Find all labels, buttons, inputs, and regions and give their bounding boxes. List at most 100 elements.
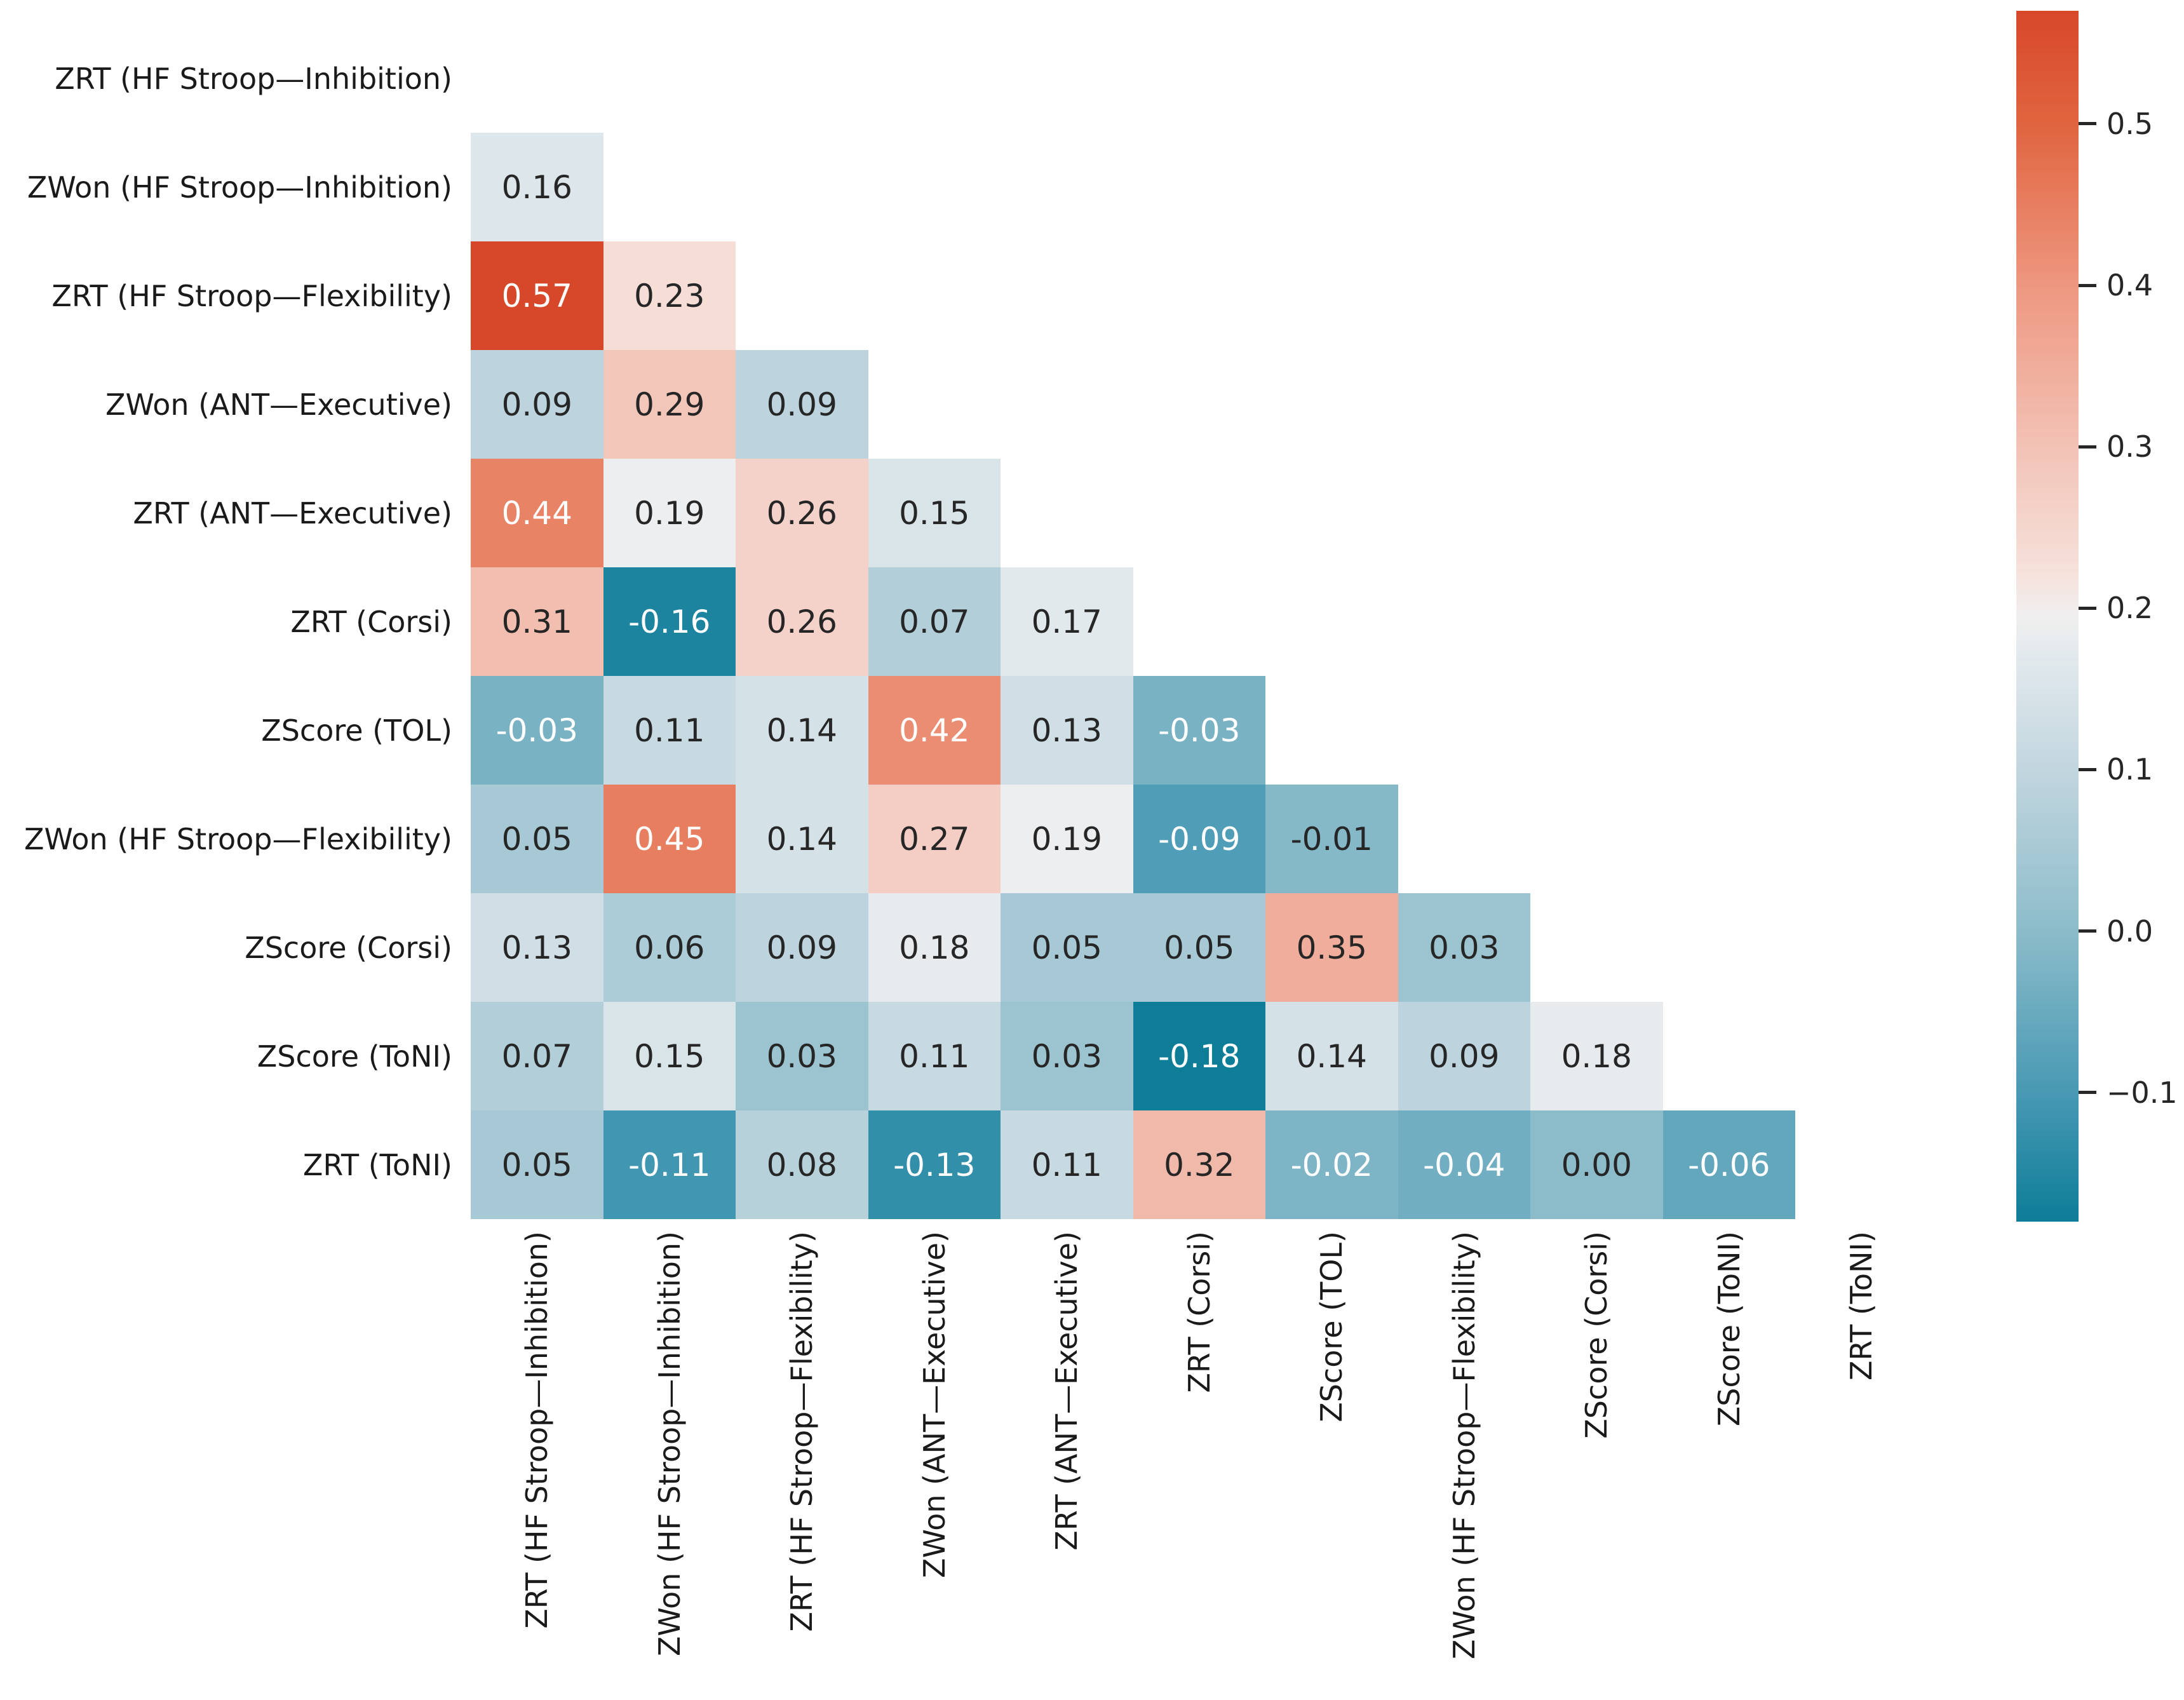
heatmap-cell: 0.00 (1530, 1110, 1663, 1219)
col-label: ZRT (HF Stroop—Flexibility) (785, 1231, 819, 1632)
heatmap-cell-value: 0.15 (899, 494, 970, 532)
heatmap-cell: 0.09 (736, 893, 868, 1002)
colorbar-tick (2079, 929, 2096, 933)
col-label: ZWon (ANT—Executive) (917, 1231, 952, 1579)
heatmap-cell-value: 0.08 (766, 1146, 837, 1184)
heatmap-cell: 0.09 (736, 350, 868, 459)
heatmap-cell-value: 0.03 (766, 1037, 837, 1075)
heatmap-cell-value: 0.09 (766, 386, 837, 423)
col-label: ZScore (Corsi) (1579, 1231, 1614, 1439)
heatmap-cell: 0.13 (471, 893, 603, 1002)
heatmap-cell-value: 0.05 (501, 1146, 572, 1184)
heatmap-cell: 0.14 (736, 676, 868, 785)
heatmap-cell: 0.05 (1133, 893, 1265, 1002)
heatmap-cell-value: 0.03 (1429, 929, 1500, 966)
heatmap-cell: -0.02 (1265, 1110, 1398, 1219)
col-label: ZScore (TOL) (1314, 1231, 1349, 1422)
heatmap-cell-value: 0.27 (899, 820, 970, 858)
heatmap-cell-value: 0.05 (1031, 929, 1102, 966)
heatmap-cell: 0.11 (1001, 1110, 1133, 1219)
heatmap-cell-value: 0.26 (766, 603, 837, 640)
heatmap-cell-value: 0.05 (501, 820, 572, 858)
heatmap-cell-value: 0.11 (899, 1037, 970, 1075)
heatmap-cell-value: -0.03 (1158, 712, 1241, 749)
row-label: ZRT (Corsi) (290, 604, 452, 639)
heatmap-cell-value: 0.09 (1429, 1037, 1500, 1075)
heatmap-cell-value: 0.26 (766, 494, 837, 532)
heatmap-cell-value: 0.29 (634, 386, 705, 423)
heatmap-cell-value: 0.11 (634, 712, 705, 749)
heatmap-cell: 0.45 (603, 785, 736, 893)
heatmap-cell: 0.14 (736, 785, 868, 893)
heatmap-cell: 0.32 (1133, 1110, 1265, 1219)
colorbar-tick-label: 0.3 (2106, 429, 2154, 464)
heatmap-cell-value: 0.14 (766, 820, 837, 858)
heatmap-cell-value: 0.18 (899, 929, 970, 966)
heatmap-cell-value: 0.19 (634, 494, 705, 532)
heatmap-cell-value: -0.13 (893, 1146, 976, 1184)
heatmap-cell-value: -0.02 (1290, 1146, 1373, 1184)
colorbar-tick (2079, 283, 2096, 287)
col-label: ZRT (ANT—Executive) (1049, 1231, 1084, 1551)
row-label: ZWon (HF Stroop—Inhibition) (27, 170, 452, 205)
heatmap-cell: 0.05 (471, 785, 603, 893)
heatmap-cell: 0.29 (603, 350, 736, 459)
heatmap-cell-value: -0.03 (495, 712, 578, 749)
col-label: ZScore (ToNI) (1711, 1231, 1746, 1427)
heatmap-cell: 0.14 (1265, 1002, 1398, 1110)
col-label: ZWon (HF Stroop—Inhibition) (652, 1231, 687, 1657)
heatmap-cell: 0.19 (1001, 785, 1133, 893)
heatmap-cell: 0.16 (471, 133, 603, 241)
heatmap-cell: 0.05 (471, 1110, 603, 1219)
heatmap-cell-value: 0.11 (1031, 1146, 1102, 1184)
heatmap-cell: 0.03 (1001, 1002, 1133, 1110)
row-label: ZScore (ToNI) (257, 1039, 452, 1074)
heatmap-cell: -0.18 (1133, 1002, 1265, 1110)
heatmap-cell-value: 0.14 (1296, 1037, 1367, 1075)
heatmap-cell-value: 0.15 (634, 1037, 705, 1075)
heatmap-cell: -0.03 (1133, 676, 1265, 785)
row-label: ZWon (HF Stroop—Flexibility) (24, 821, 452, 856)
heatmap-cell: 0.15 (603, 1002, 736, 1110)
heatmap-cell: 0.08 (736, 1110, 868, 1219)
heatmap-cell: -0.04 (1398, 1110, 1530, 1219)
heatmap-cell: 0.11 (603, 676, 736, 785)
heatmap-cell: 0.42 (868, 676, 1001, 785)
heatmap-cell-value: -0.11 (628, 1146, 711, 1184)
heatmap-cell: 0.13 (1001, 676, 1133, 785)
heatmap-cell: 0.35 (1265, 893, 1398, 1002)
heatmap-cell: -0.06 (1662, 1110, 1795, 1219)
row-label: ZScore (Corsi) (245, 930, 452, 965)
colorbar-tick-label: 0.2 (2106, 591, 2154, 626)
heatmap-cell-value: -0.06 (1688, 1146, 1770, 1184)
heatmap-cell: 0.57 (471, 241, 603, 350)
heatmap-cell-value: 0.19 (1031, 820, 1102, 858)
heatmap-cell: 0.26 (736, 459, 868, 567)
heatmap-cell-value: 0.06 (634, 929, 705, 966)
heatmap-cell-value: 0.35 (1296, 929, 1367, 966)
colorbar-tick-label: 0.5 (2106, 106, 2154, 141)
heatmap-cell-value: 0.14 (766, 712, 837, 749)
heatmap-cell: -0.01 (1265, 785, 1398, 893)
heatmap-cell-value: 0.31 (501, 603, 572, 640)
colorbar-tick (2079, 1091, 2096, 1095)
row-label: ZRT (HF Stroop—Inhibition) (55, 61, 452, 96)
heatmap-cell: 0.11 (868, 1002, 1001, 1110)
heatmap-cell: 0.06 (603, 893, 736, 1002)
row-label: ZScore (TOL) (261, 713, 452, 748)
row-label: ZRT (ToNI) (302, 1147, 452, 1182)
heatmap-cell-value: 0.07 (899, 603, 970, 640)
row-label: ZRT (ANT—Executive) (133, 496, 452, 530)
col-label: ZRT (Corsi) (1182, 1231, 1217, 1393)
colorbar-tick (2079, 445, 2096, 449)
colorbar-gradient (2016, 11, 2079, 1222)
heatmap-cell-value: 0.44 (501, 494, 572, 532)
heatmap-cell-value: 0.09 (501, 386, 572, 423)
heatmap-cell-value: 0.07 (501, 1037, 572, 1075)
heatmap-cell: 0.26 (736, 567, 868, 676)
heatmap-cell-value: 0.16 (501, 168, 572, 206)
heatmap-cell: -0.11 (603, 1110, 736, 1219)
heatmap-cell: -0.13 (868, 1110, 1001, 1219)
heatmap-cell: 0.19 (603, 459, 736, 567)
